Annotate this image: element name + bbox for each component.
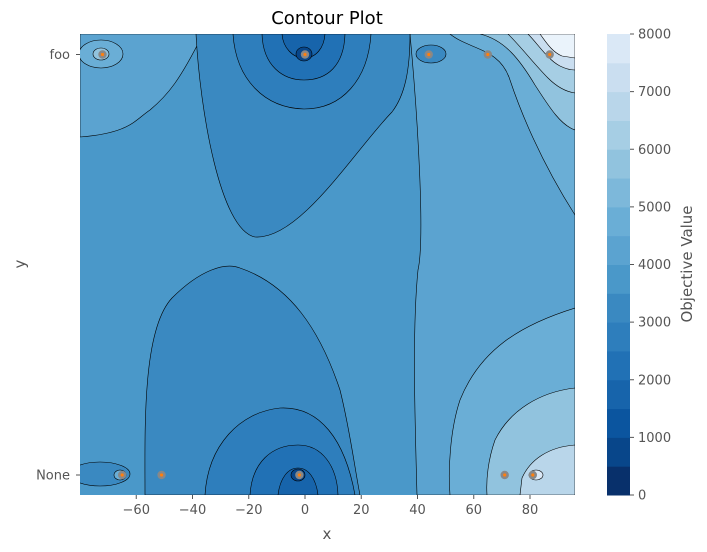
colorbar-level-4 <box>607 350 630 381</box>
colorbar-level-12 <box>607 120 630 150</box>
x-axis-ticks: −60 −40 −20 0 20 40 60 80 <box>123 495 539 518</box>
colorbar-level-1 <box>607 437 630 467</box>
data-point-core-0 <box>100 52 105 57</box>
colorbar-level-6 <box>607 293 630 323</box>
data-point-core-3 <box>486 52 490 57</box>
data-point-core-2 <box>427 52 431 57</box>
colorbar-level-0 <box>607 466 630 496</box>
colorbar-tick-label-5: 5000 <box>638 200 671 215</box>
colorbar-label: Objective Value <box>678 205 696 322</box>
colorbar-level-15 <box>607 34 630 64</box>
x-tick-label-6: 60 <box>465 503 482 518</box>
colorbar-tick-label-1: 1000 <box>638 431 671 446</box>
x-tick-label-4: 20 <box>353 503 370 518</box>
x-tick-label-2: −20 <box>235 503 262 518</box>
y-tick-label-0: None <box>36 469 70 484</box>
data-point-core-6 <box>159 473 164 477</box>
colorbar-level-13 <box>607 91 630 121</box>
contour-region-right-4b <box>519 444 575 495</box>
data-point-core-8 <box>503 473 507 477</box>
data-point-core-5 <box>120 473 124 477</box>
colorbar-level-7 <box>607 264 630 294</box>
colorbar-tick-label-8: 8000 <box>638 28 671 43</box>
contour-region-bottom-well-4 <box>277 467 319 495</box>
colorbar-level-11 <box>607 149 630 179</box>
data-point-core-4 <box>548 52 552 57</box>
x-axis-label: x <box>323 525 332 543</box>
colorbar-tick-label-0: 0 <box>638 489 646 504</box>
x-tick-label-0: −60 <box>123 503 150 518</box>
scatter-points <box>98 50 554 480</box>
x-tick-label-7: 80 <box>522 503 539 518</box>
y-axis-ticks: None foo <box>36 48 80 484</box>
colorbar-tick-label-6: 6000 <box>638 143 671 158</box>
colorbar-level-8 <box>607 235 630 265</box>
y-axis-label: y <box>11 259 29 268</box>
colorbar <box>607 34 630 496</box>
colorbar-ticks: 0 1000 2000 3000 4000 5000 6000 7000 8000 <box>630 28 671 504</box>
colorbar-tick-label-7: 7000 <box>638 85 671 100</box>
data-point-core-1 <box>303 52 307 57</box>
colorbar-level-5 <box>607 322 630 352</box>
colorbar-level-10 <box>607 178 630 208</box>
chart-title: Contour Plot <box>271 8 383 29</box>
x-tick-label-1: −40 <box>179 503 206 518</box>
y-tick-label-1: foo <box>50 48 71 63</box>
contour-fills <box>80 34 575 495</box>
colorbar-level-14 <box>607 62 630 93</box>
colorbar-tick-label-3: 3000 <box>638 316 671 331</box>
colorbar-level-3 <box>607 379 630 410</box>
colorbar-tick-label-4: 4000 <box>638 258 671 273</box>
data-point-core-7 <box>297 473 301 477</box>
colorbar-tick-label-2: 2000 <box>638 373 671 388</box>
colorbar-level-9 <box>607 206 630 237</box>
contour-region-top-well <box>195 34 411 238</box>
x-tick-label-3: 0 <box>301 503 309 518</box>
contour-bump-none-left <box>80 461 131 487</box>
colorbar-level-2 <box>607 408 630 438</box>
data-point-core-9 <box>531 473 535 477</box>
contour-region-right-6 <box>539 34 575 59</box>
x-tick-label-5: 40 <box>409 503 426 518</box>
